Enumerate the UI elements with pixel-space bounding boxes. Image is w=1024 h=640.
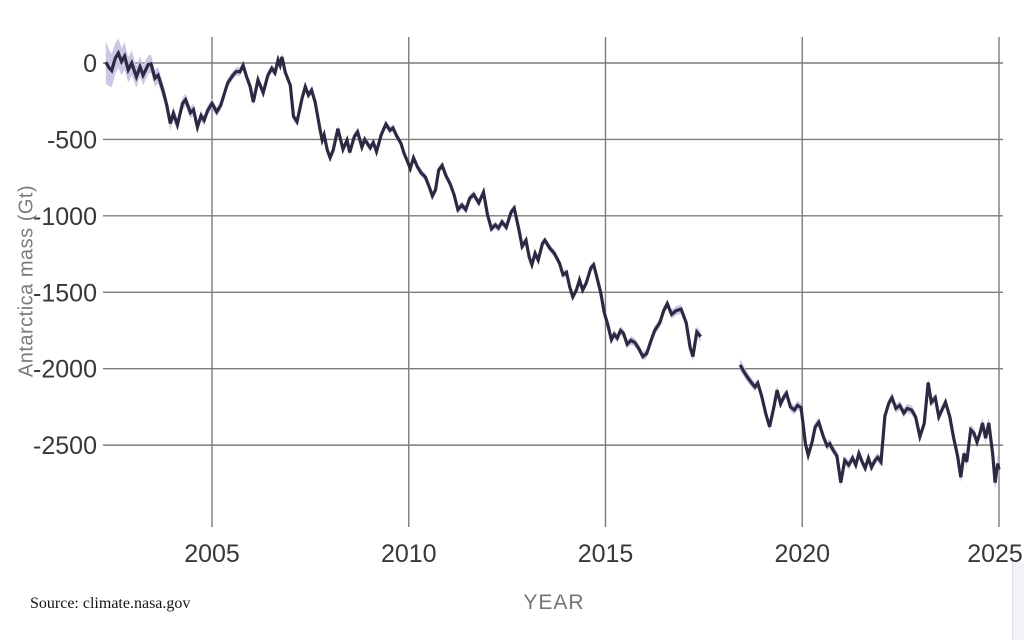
source-credit: Source: climate.nasa.gov bbox=[30, 595, 191, 612]
mass-line-segment-2 bbox=[738, 364, 1001, 483]
x-tick-label-2005: 2005 bbox=[184, 540, 240, 568]
y-tick-label--500: -500 bbox=[47, 126, 97, 154]
x-tick-label-2010: 2010 bbox=[381, 540, 437, 568]
y-tick-label--2000: -2000 bbox=[33, 356, 97, 384]
y-tick-label-0: 0 bbox=[83, 50, 97, 78]
x-tick-label-2015: 2015 bbox=[578, 540, 634, 568]
scrollbar-fragment[interactable] bbox=[1012, 562, 1024, 640]
mass-line-segment-1 bbox=[104, 49, 702, 359]
y-tick-label--2500: -2500 bbox=[33, 432, 97, 460]
x-tick-label-2020: 2020 bbox=[774, 540, 830, 568]
y-axis-title: Antarctica mass (Gt) bbox=[15, 184, 38, 378]
y-tick-label--1500: -1500 bbox=[33, 279, 97, 307]
uncertainty-band-1 bbox=[105, 38, 701, 362]
y-tick-label--1000: -1000 bbox=[33, 203, 97, 231]
x-axis-title: YEAR bbox=[523, 591, 585, 614]
